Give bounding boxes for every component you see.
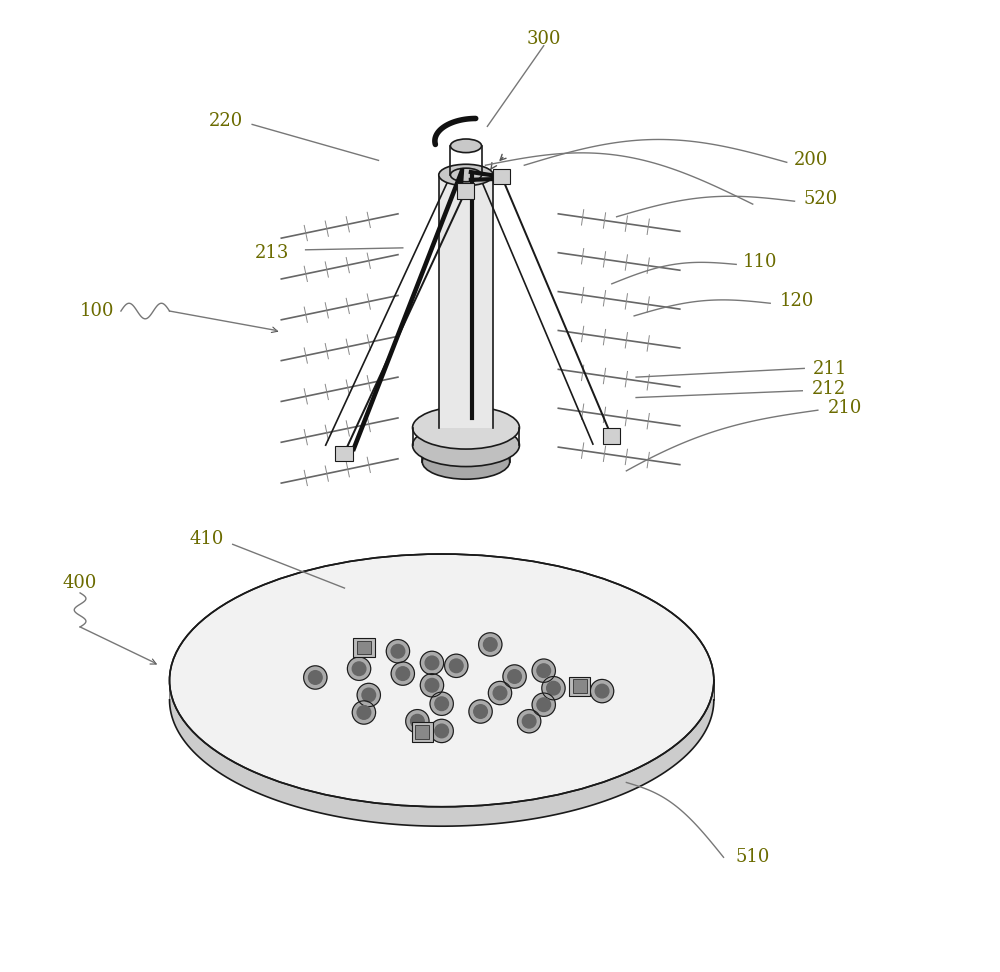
Circle shape	[357, 683, 380, 707]
Circle shape	[449, 659, 463, 673]
Circle shape	[532, 693, 555, 716]
Circle shape	[406, 710, 429, 733]
Circle shape	[503, 665, 526, 688]
Text: 200: 200	[794, 152, 828, 169]
Circle shape	[469, 700, 492, 723]
Bar	[603, 429, 620, 444]
Circle shape	[362, 688, 376, 702]
Text: 100: 100	[79, 302, 114, 320]
Text: 520: 520	[804, 191, 838, 208]
FancyBboxPatch shape	[439, 175, 493, 428]
Polygon shape	[170, 680, 714, 826]
Circle shape	[386, 640, 410, 663]
Bar	[493, 169, 510, 185]
Circle shape	[430, 692, 453, 715]
Circle shape	[435, 724, 448, 738]
Ellipse shape	[413, 424, 519, 467]
Circle shape	[547, 681, 560, 695]
Ellipse shape	[450, 168, 482, 182]
Circle shape	[420, 651, 444, 675]
Circle shape	[474, 705, 487, 718]
Circle shape	[430, 719, 453, 743]
Circle shape	[425, 656, 439, 670]
Circle shape	[532, 659, 555, 682]
Circle shape	[595, 684, 609, 698]
Circle shape	[347, 657, 371, 680]
Text: 210: 210	[828, 399, 862, 417]
Text: 510: 510	[736, 849, 770, 866]
Bar	[412, 722, 433, 742]
Bar	[335, 446, 353, 462]
Circle shape	[508, 670, 521, 683]
Circle shape	[537, 698, 551, 712]
Ellipse shape	[422, 433, 510, 468]
Bar	[357, 641, 371, 654]
Circle shape	[425, 678, 439, 692]
Text: 213: 213	[254, 244, 289, 261]
Circle shape	[352, 701, 376, 724]
Ellipse shape	[413, 406, 519, 449]
Bar	[457, 184, 474, 199]
Ellipse shape	[450, 139, 482, 153]
Circle shape	[517, 710, 541, 733]
Text: 400: 400	[63, 574, 97, 592]
Bar	[569, 677, 590, 696]
Circle shape	[537, 664, 551, 677]
Circle shape	[542, 677, 565, 700]
Circle shape	[590, 679, 614, 703]
Text: 410: 410	[189, 531, 224, 548]
Text: 120: 120	[779, 293, 814, 310]
Circle shape	[391, 662, 414, 685]
Ellipse shape	[439, 164, 493, 186]
Circle shape	[411, 714, 424, 728]
Circle shape	[420, 674, 444, 697]
Text: 110: 110	[743, 254, 778, 271]
Ellipse shape	[422, 444, 510, 479]
Circle shape	[483, 638, 497, 651]
Ellipse shape	[170, 554, 714, 807]
Circle shape	[493, 686, 507, 700]
Circle shape	[391, 644, 405, 658]
Circle shape	[304, 666, 327, 689]
Bar	[573, 679, 587, 693]
Bar	[415, 725, 429, 739]
Text: 212: 212	[811, 380, 846, 398]
Circle shape	[445, 654, 468, 677]
Circle shape	[435, 697, 448, 711]
Circle shape	[352, 662, 366, 676]
Bar	[353, 638, 375, 657]
Text: 211: 211	[813, 361, 848, 378]
Circle shape	[357, 706, 371, 719]
Text: 300: 300	[526, 30, 561, 48]
Text: 220: 220	[209, 113, 243, 130]
Circle shape	[479, 633, 502, 656]
Circle shape	[396, 667, 410, 680]
Circle shape	[488, 681, 512, 705]
Circle shape	[309, 671, 322, 684]
Circle shape	[522, 714, 536, 728]
